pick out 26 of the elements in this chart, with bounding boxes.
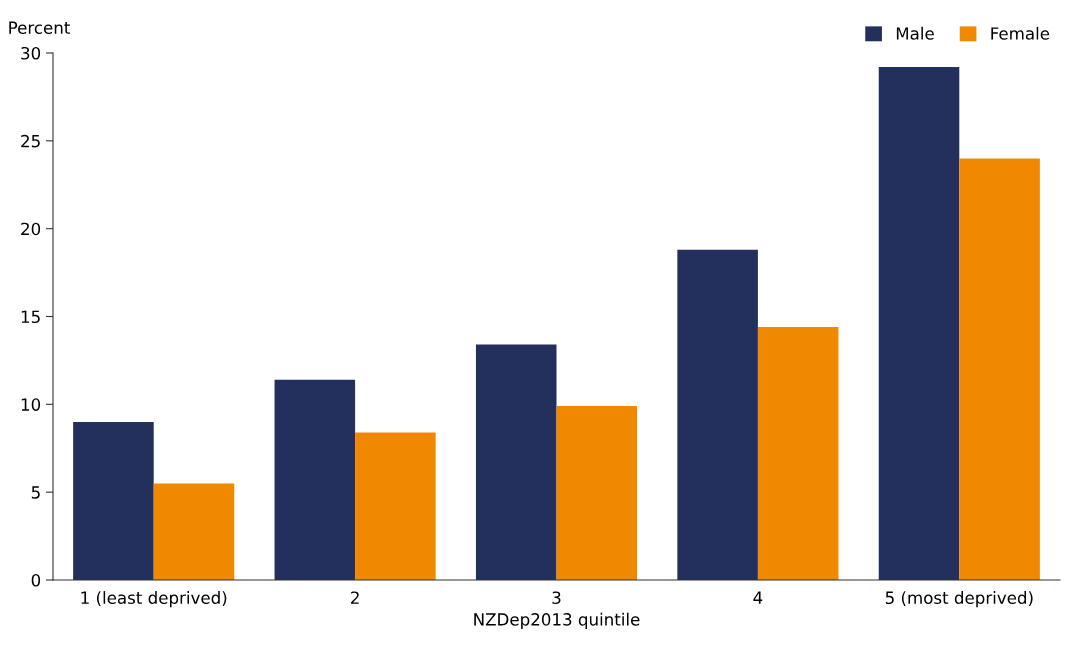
bar [677,249,758,580]
legend-label: Male [896,26,934,40]
y-tick-label: 0 [31,573,41,587]
bar [475,344,557,580]
x-tick-label: 2 [351,591,359,604]
y-tick-label: 30 [21,46,41,60]
y-axis-title: Percent [9,21,70,34]
bar [959,158,1040,580]
x-tick-label: 3 [552,591,561,605]
y-tick-label: 15 [21,310,40,324]
bar [153,483,235,580]
y-tick-label: 25 [21,134,40,148]
bar [757,327,839,580]
y-tick-label: 20 [21,222,41,236]
legend-label: Female [991,26,1050,40]
bar [355,432,436,580]
bar [556,406,638,580]
bar [878,67,960,580]
bar [274,379,356,580]
y-tick-label: 10 [21,398,41,411]
x-tick-label: 1 (least deprived) [81,591,227,608]
x-axis-title: NZDep2013 quintile [474,612,640,629]
bar [73,421,154,580]
x-tick-label: 4 [753,591,763,604]
y-tick-label: 5 [31,486,40,499]
x-tick-label: 5 (most deprived) [885,591,1033,608]
